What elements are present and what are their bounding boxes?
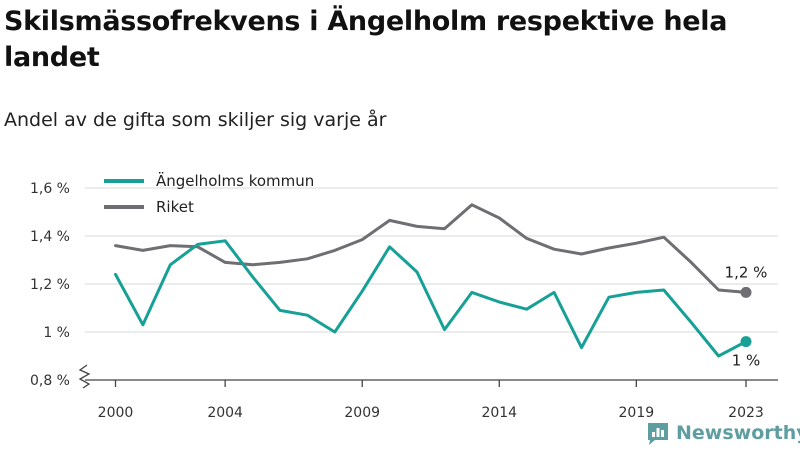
x-tick-label: 2019: [619, 405, 655, 421]
grid-lines: [85, 187, 778, 333]
legend-label: Riket: [156, 198, 194, 216]
series-line: [114, 239, 748, 358]
y-axis-ticks: 0,8 % 1 % 1,2 % 1,4 % 1,6 %: [30, 181, 70, 389]
series-line: [114, 203, 748, 294]
x-tick-label: 2000: [98, 405, 134, 421]
series-end-label: 1,2 %: [725, 263, 768, 281]
x-tick-label: 2004: [207, 405, 243, 421]
legend-label: Ängelholms kommun: [156, 171, 314, 190]
y-tick-label: 0,8 %: [30, 373, 70, 389]
x-tick-label: 2009: [344, 405, 380, 421]
axis-break-icon: [78, 364, 91, 389]
brand-name: Newsworthy: [676, 422, 800, 444]
x-axis: [78, 364, 778, 389]
y-tick-label: 1,6 %: [30, 181, 70, 197]
x-axis-ticks: 2000 2004 2009 2014 2019 2023: [98, 380, 764, 421]
legend: Ängelholms kommun Riket: [104, 171, 314, 216]
y-tick-label: 1,2 %: [30, 277, 70, 293]
chart-title: Skilsmässofrekvens i Ängelholm respektiv…: [4, 6, 728, 73]
series-end-point: [740, 286, 752, 298]
series-lines: 1,2 % 1 %: [114, 203, 768, 370]
brand-logo: Newsworthy: [646, 420, 800, 446]
y-tick-label: 1,4 %: [30, 229, 70, 245]
y-tick-label: 1 %: [43, 325, 70, 341]
x-tick-label: 2014: [481, 405, 517, 421]
series-end-point: [740, 336, 752, 348]
newsworthy-logo-icon: [648, 423, 668, 445]
series-end-label: 1 %: [732, 352, 761, 370]
chart-subtitle: Andel av de gifta som skiljer sig varje …: [4, 109, 387, 131]
x-tick-label: 2023: [728, 405, 764, 421]
